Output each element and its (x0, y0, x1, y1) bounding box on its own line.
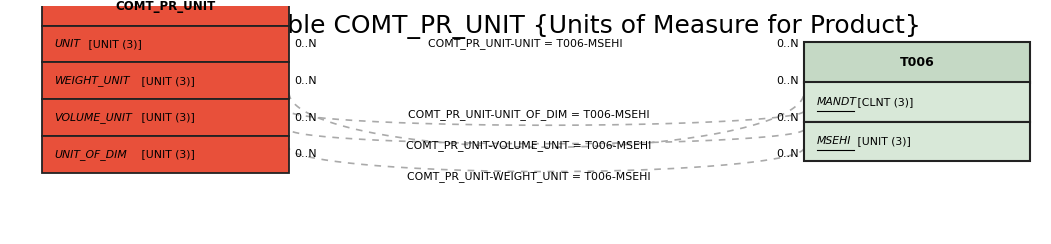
Text: 0..N: 0..N (776, 76, 799, 86)
Text: COMT_PR_UNIT: COMT_PR_UNIT (116, 0, 215, 13)
Text: SAP ABAP table COMT_PR_UNIT {Units of Measure for Product}: SAP ABAP table COMT_PR_UNIT {Units of Me… (130, 14, 921, 39)
Text: COMT_PR_UNIT-UNIT_OF_DIM = T006-MSEHI: COMT_PR_UNIT-UNIT_OF_DIM = T006-MSEHI (408, 109, 650, 120)
Text: COMT_PR_UNIT-VOLUME_UNIT = T006-MSEHI: COMT_PR_UNIT-VOLUME_UNIT = T006-MSEHI (406, 140, 652, 151)
Text: [UNIT (3)]: [UNIT (3)] (138, 76, 194, 86)
FancyBboxPatch shape (42, 99, 289, 136)
Text: UNIT_OF_DIM: UNIT_OF_DIM (55, 149, 127, 160)
Text: 0..N: 0..N (294, 39, 317, 49)
Text: [UNIT (3)]: [UNIT (3)] (85, 39, 142, 49)
Text: MSEHI: MSEHI (817, 136, 851, 146)
Text: COMT_PR_UNIT-WEIGHT_UNIT = T006-MSEHI: COMT_PR_UNIT-WEIGHT_UNIT = T006-MSEHI (407, 171, 651, 182)
Text: 0..N: 0..N (294, 149, 317, 159)
FancyBboxPatch shape (42, 26, 289, 62)
Text: 0..N: 0..N (294, 76, 317, 86)
FancyBboxPatch shape (804, 122, 1030, 161)
FancyBboxPatch shape (804, 42, 1030, 82)
Text: COMT_PR_UNIT-UNIT = T006-MSEHI: COMT_PR_UNIT-UNIT = T006-MSEHI (428, 38, 623, 49)
Text: [UNIT (3)]: [UNIT (3)] (138, 149, 194, 159)
Text: WEIGHT_UNIT: WEIGHT_UNIT (55, 75, 130, 86)
FancyBboxPatch shape (42, 0, 289, 26)
Text: [UNIT (3)]: [UNIT (3)] (854, 136, 911, 146)
Text: [CLNT (3)]: [CLNT (3)] (854, 97, 913, 107)
Text: 0..N: 0..N (776, 149, 799, 159)
Text: UNIT: UNIT (55, 39, 81, 49)
Text: VOLUME_UNIT: VOLUME_UNIT (55, 112, 132, 123)
Text: MANDT: MANDT (817, 97, 857, 107)
Text: 0..N: 0..N (294, 112, 317, 122)
Text: 0..N: 0..N (776, 112, 799, 122)
Text: [UNIT (3)]: [UNIT (3)] (138, 112, 194, 122)
Text: 0..N: 0..N (776, 39, 799, 49)
Text: T006: T006 (900, 56, 934, 69)
FancyBboxPatch shape (42, 62, 289, 99)
FancyBboxPatch shape (804, 82, 1030, 122)
FancyBboxPatch shape (42, 136, 289, 173)
